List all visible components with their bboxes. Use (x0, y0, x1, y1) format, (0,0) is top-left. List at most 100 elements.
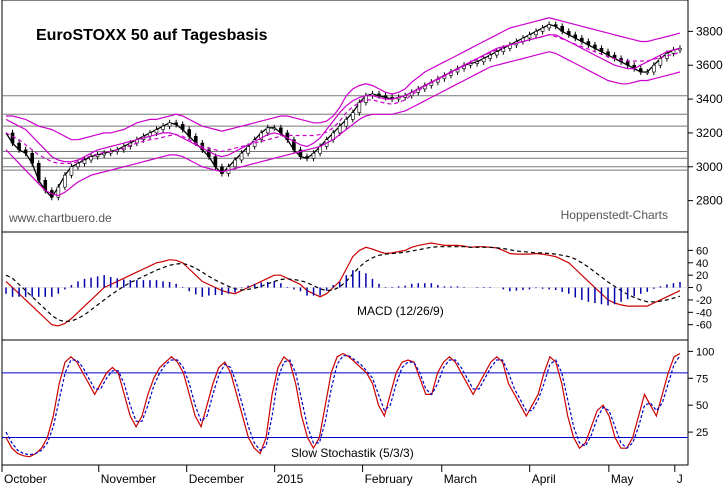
candle-body (377, 93, 381, 96)
stoch-k-line (5, 352, 681, 458)
y-tick-label: 50 (696, 400, 708, 412)
candle-body (279, 127, 283, 134)
candle-body (553, 24, 558, 27)
y-tick-label: 3000 (696, 160, 723, 174)
x-tick-label: October (4, 472, 47, 486)
candle-body (239, 152, 244, 161)
candle-body (76, 163, 80, 168)
candle-body (658, 58, 663, 66)
x-tick-label: May (611, 472, 634, 486)
candle-body (10, 132, 15, 144)
macd-label: MACD (12/26/9) (357, 304, 444, 318)
candle-body (311, 152, 316, 159)
candle-body (488, 54, 493, 59)
candle-body (23, 149, 28, 154)
candle-body (174, 122, 178, 125)
x-tick-label: April (532, 472, 556, 486)
candle-body (56, 186, 61, 198)
candle-body (63, 174, 67, 188)
y-tick-label: 0 (696, 283, 702, 295)
candle-body (128, 142, 133, 147)
candle-body (586, 41, 591, 46)
candle-body (89, 156, 93, 161)
watermark-left: www.chartbuero.de (8, 211, 112, 225)
candle-body (501, 48, 506, 52)
band-line (5, 34, 681, 163)
candle-body (337, 125, 342, 134)
x-tick-label: February (365, 472, 413, 486)
candle-body (30, 152, 34, 164)
candle-body (220, 166, 224, 174)
y-tick-label: 2800 (696, 194, 723, 208)
macd-panel (5, 242, 681, 327)
y-tick-label: -60 (696, 320, 712, 332)
candle-body (527, 34, 532, 39)
candle-body (167, 122, 172, 127)
candle-body (246, 146, 250, 154)
candle-body (180, 124, 185, 130)
x-tick-label: 2015 (277, 472, 304, 486)
candle-body (573, 34, 578, 39)
candle-body (566, 31, 571, 36)
axis-labels: 2800 3000 3200 3400 3600 3800 6040200-20-40-60… (1, 24, 723, 486)
candle-body (161, 125, 165, 130)
candle-body (599, 48, 604, 52)
x-tick-label: J (677, 472, 683, 486)
candle-body (593, 44, 597, 49)
watermark-right: Hoppenstedt-Charts (561, 208, 668, 222)
signal-line (5, 246, 681, 323)
candle-body (351, 112, 355, 120)
candle-body (187, 129, 192, 137)
y-tick-label: 60 (696, 245, 708, 257)
candle-body (285, 132, 290, 140)
panel-frames (1, 0, 689, 466)
y-tick-label: 40 (696, 258, 708, 270)
candle-body (17, 142, 21, 151)
candle-body (364, 95, 368, 103)
candle-body (102, 152, 106, 156)
candle-body (560, 26, 565, 32)
macd-line (5, 242, 681, 327)
candle-body (69, 166, 74, 176)
candle-body (357, 102, 362, 113)
candle-body (82, 159, 87, 164)
candle-body (259, 132, 264, 140)
candle-body (540, 27, 545, 32)
y-tick-label: 3600 (696, 58, 723, 72)
candle-body (468, 63, 473, 66)
x-tick-label: December (189, 472, 244, 486)
stochastic-panel (5, 352, 681, 458)
candle-body (652, 64, 656, 73)
candle-body (154, 129, 159, 134)
y-tick-label: 20 (696, 270, 708, 282)
x-tick-label: March (444, 472, 477, 486)
y-tick-label: -20 (696, 295, 712, 307)
candle-body (475, 61, 479, 64)
candle-body (305, 156, 309, 159)
chart-title: EuroSTOXX 50 auf Tagesbasis (36, 27, 268, 44)
y-tick-label: 75 (696, 373, 708, 385)
candle-body (95, 154, 100, 157)
candle-body (207, 149, 211, 157)
candle-body (272, 127, 277, 130)
price-panel (5, 17, 682, 201)
candle-body (36, 163, 41, 181)
candle-body (547, 24, 551, 29)
y-tick-label: 3800 (696, 24, 723, 38)
stochastic-label: Slow Stochastik (5/3/3) (291, 446, 414, 460)
candle-body (580, 37, 584, 42)
band-line (6, 17, 681, 141)
band-line (5, 51, 681, 197)
candle-body (606, 51, 610, 56)
candle-body (292, 139, 296, 151)
candle-body (638, 68, 643, 73)
candle-body (625, 61, 630, 66)
candle-body (645, 71, 650, 74)
band-line (5, 34, 681, 164)
candle-body (383, 95, 388, 98)
candle-body (298, 149, 303, 157)
stoch-d-line (5, 355, 681, 456)
candle-body (494, 51, 499, 56)
